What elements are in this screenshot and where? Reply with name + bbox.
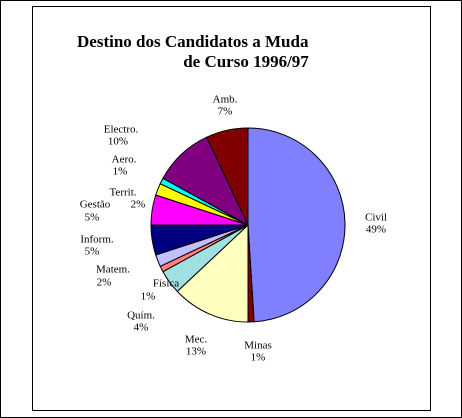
pie-slice <box>206 127 249 226</box>
slice-label: Territ. <box>109 187 136 199</box>
slice-value-label: 10% <box>108 136 128 148</box>
slice-value-label: 49% <box>366 224 386 236</box>
slice-label: Física <box>153 278 179 290</box>
slice-label: Civil <box>365 212 387 224</box>
slice-label: Quím. <box>127 310 155 322</box>
slice-value-label: 1% <box>251 352 266 364</box>
slice-value-label: 1% <box>141 291 156 303</box>
slice-value-label: 5% <box>85 212 100 224</box>
slice-value-label: 13% <box>186 346 206 358</box>
slice-label: Aero. <box>112 154 137 166</box>
slice-label: Gestão <box>80 199 111 211</box>
pie-slice <box>176 223 249 323</box>
slice-value-label: 2% <box>131 199 146 211</box>
slice-value-label: 4% <box>134 322 149 334</box>
slice-value-label: 1% <box>113 166 128 178</box>
slice-label: Minas <box>244 340 272 352</box>
chart-title: de Curso 1996/97 <box>183 52 309 71</box>
slice-value-label: 2% <box>97 277 112 289</box>
pie-slice <box>247 127 346 323</box>
slice-value-label: 7% <box>218 106 233 118</box>
slice-label: Mec. <box>185 334 208 346</box>
slice-label: Matem. <box>96 264 130 276</box>
slice-value-label: 5% <box>85 246 100 258</box>
slice-label: Electro. <box>104 124 139 136</box>
chart-title: Destino dos Candidatos a Muda <box>77 32 309 51</box>
slice-label: Amb. <box>213 94 238 106</box>
slice-label: Inform. <box>80 234 114 246</box>
